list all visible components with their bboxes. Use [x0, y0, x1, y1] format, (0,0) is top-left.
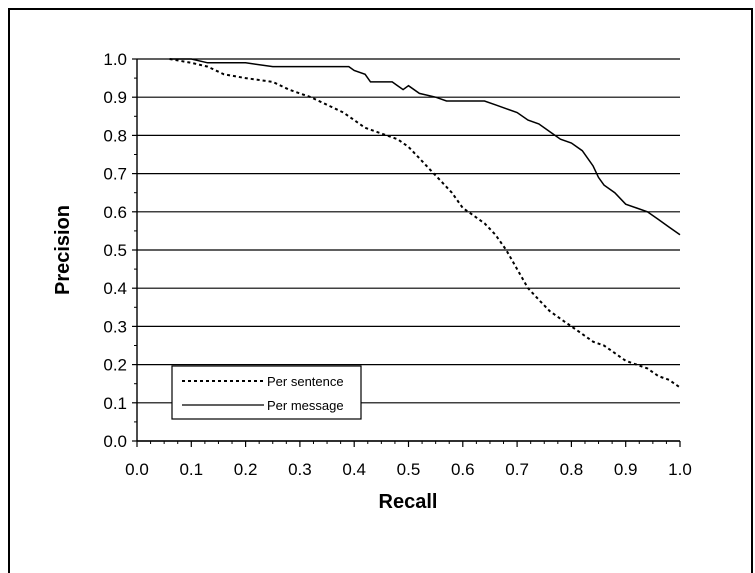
x-tick-label: 0.3: [288, 460, 312, 479]
y-tick-label: 1.0: [103, 50, 127, 69]
y-axis-title: Precision: [52, 205, 74, 295]
x-tick-label: 0.0: [125, 460, 149, 479]
legend-box: [171, 365, 362, 420]
series-line-per-message: [169, 58, 681, 236]
y-tick-label: 0.5: [103, 241, 127, 260]
y-tick-label: 0.2: [103, 356, 127, 375]
x-tick-label: 0.2: [234, 460, 258, 479]
y-tick-label: 0.9: [103, 88, 127, 107]
y-tick-label: 0.6: [103, 203, 127, 222]
chart-frame: [8, 8, 753, 573]
y-tick-label: 0.4: [103, 279, 127, 298]
axes: [132, 58, 681, 447]
y-tick-label: 0.0: [103, 432, 127, 451]
x-tick-label: 0.9: [614, 460, 638, 479]
y-tick-label: 0.8: [103, 126, 127, 145]
legend: Per sentence Per message: [171, 365, 362, 420]
x-tick-label: 0.8: [560, 460, 584, 479]
series-line-per-sentence: [169, 58, 681, 389]
x-tick-label: 0.4: [342, 460, 366, 479]
y-tick-label: 0.7: [103, 165, 127, 184]
y-tick-label: 0.1: [103, 394, 127, 413]
x-tick-label: 0.1: [179, 460, 203, 479]
legend-label-0: Per sentence: [267, 374, 344, 389]
x-axis-title: Recall: [379, 491, 438, 513]
legend-label-1: Per message: [267, 398, 344, 413]
x-tick-label: 1.0: [668, 460, 692, 479]
series-lines: [169, 58, 681, 389]
y-tick-label: 0.3: [103, 317, 127, 336]
x-tick-labels: 0.0 0.1 0.2 0.3 0.4 0.5 0.6 0.7 0.8 0.9 1.0: [125, 460, 692, 479]
x-tick-label: 0.7: [505, 460, 529, 479]
x-tick-label: 0.6: [451, 460, 475, 479]
x-tick-label: 0.5: [397, 460, 421, 479]
y-tick-labels: 0.0 0.1 0.2 0.3 0.4 0.5 0.6 0.7 0.8 0.9 1.0: [103, 50, 127, 451]
